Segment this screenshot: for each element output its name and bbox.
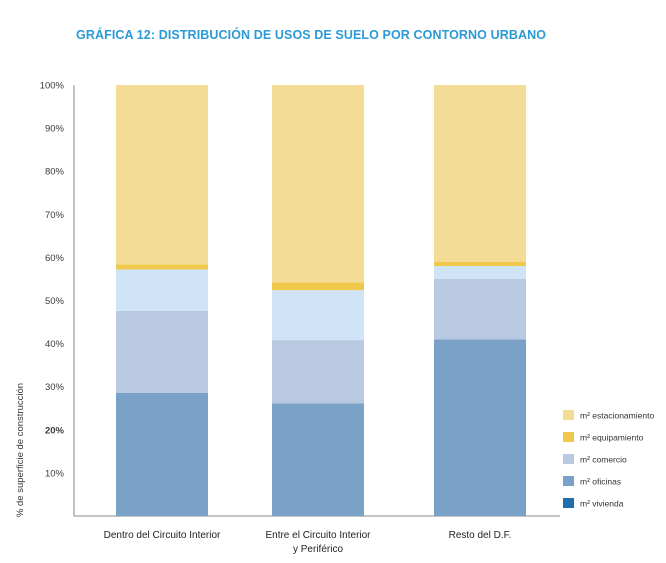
bar-stack: [434, 85, 526, 516]
bar-segment: [272, 290, 364, 341]
bar-segment: [116, 85, 208, 265]
bar-segment: [272, 403, 364, 516]
y-tick-label: 70%: [45, 210, 65, 221]
y-ticks: 10% 20% 30% 40% 50% 60% 70% 80% 90% 100%: [40, 81, 65, 480]
legend: m² estacionamiento m² equipamiento m² come…: [563, 410, 654, 509]
bar-segment: [116, 392, 208, 516]
bar-segment: [434, 339, 526, 516]
bar-segment: [116, 269, 208, 311]
y-tick-label: 30%: [45, 382, 65, 393]
x-category-label: Resto del D.F.: [449, 530, 512, 541]
x-category-label: y Periférico: [293, 544, 343, 555]
bar-segment: [272, 85, 364, 283]
bar-segment: [116, 264, 208, 270]
bar-segment: [434, 278, 526, 340]
bar-segment: [434, 261, 526, 267]
y-tick-label: 40%: [45, 339, 65, 350]
y-axis-label: % de superficie de construcción: [15, 383, 26, 517]
legend-swatch: [563, 432, 574, 442]
legend-label: m² vivienda: [580, 499, 624, 509]
bar-segment: [272, 340, 364, 404]
y-tick-label: 100%: [40, 81, 65, 92]
legend-swatch: [563, 476, 574, 486]
bars: [116, 85, 526, 516]
x-category-label: Dentro del Circuito Interior: [104, 530, 221, 541]
bar-segment: [116, 310, 208, 393]
legend-swatch: [563, 454, 574, 464]
legend-swatch: [563, 410, 574, 420]
x-labels: Dentro del Circuito Interior Entre el Cir…: [104, 530, 512, 555]
bar-segment: [272, 282, 364, 291]
legend-label: m² oficinas: [580, 477, 621, 487]
legend-label: m² estacionamiento: [580, 411, 654, 421]
bar-segment: [434, 85, 526, 262]
bar-stack: [116, 85, 208, 516]
y-tick-label: 90%: [45, 124, 65, 135]
legend-label: m² comercio: [580, 455, 627, 465]
legend-label: m² equipamiento: [580, 433, 644, 443]
y-tick-label: 60%: [45, 253, 65, 264]
bar-segment: [434, 266, 526, 279]
chart-title: GRÁFICA 12: DISTRIBUCIÓN DE USOS DE SUEL…: [76, 28, 547, 42]
y-tick-label: 50%: [45, 296, 65, 307]
y-tick-label: 80%: [45, 167, 65, 178]
bar-stack: [272, 85, 364, 516]
y-tick-label: 20%: [45, 425, 65, 436]
legend-swatch: [563, 498, 574, 508]
y-tick-label: 10%: [45, 468, 65, 479]
x-category-label: Entre el Circuito Interior: [265, 530, 371, 541]
